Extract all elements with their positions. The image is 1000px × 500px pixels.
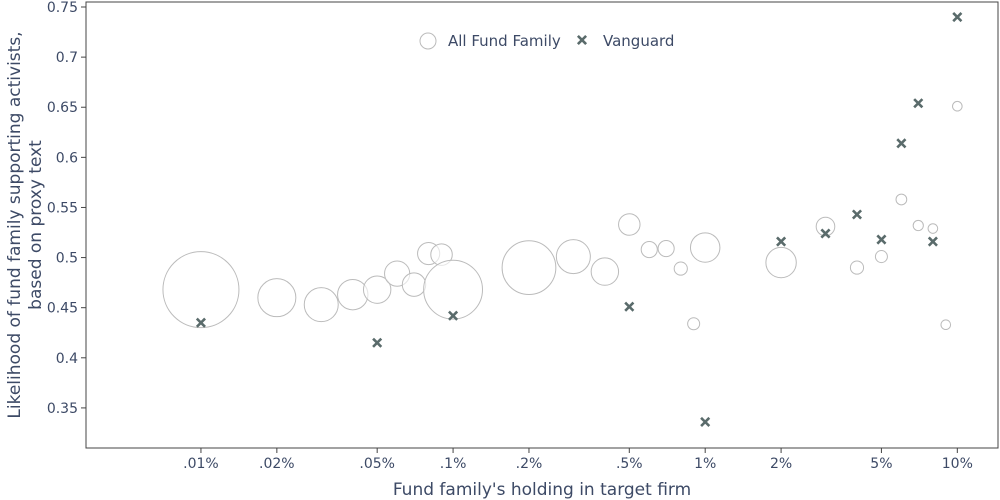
x-tick-label: 10% [942, 456, 973, 472]
all-fund-family-point [912, 219, 924, 232]
all-fund-family-point [874, 250, 888, 264]
x-tick-label: .2% [516, 456, 543, 472]
all-fund-family-point [815, 216, 836, 237]
all-fund-family-point [849, 260, 865, 275]
vanguard-point [952, 11, 963, 23]
x-tick-label: .1% [440, 456, 467, 472]
vanguard-point [913, 98, 924, 109]
y-tick-label: 0.5 [56, 251, 78, 267]
y-tick-label: 0.75 [47, 0, 78, 16]
all-fund-family-point [401, 272, 427, 297]
y-tick-label: 0.7 [56, 50, 78, 66]
x-tick-label: 2% [770, 456, 792, 472]
vanguard-point [776, 236, 787, 247]
all-fund-family-point [765, 246, 797, 279]
vanguard-point [700, 416, 711, 427]
vanguard-point [876, 234, 887, 245]
x-tick-label: .5% [616, 456, 643, 472]
vanguard-point [851, 209, 863, 220]
all-fund-family-point [952, 100, 963, 112]
all-fund-family-point [362, 275, 392, 304]
vanguard-point [896, 138, 907, 149]
vanguard-point [448, 310, 459, 321]
plot-frame [85, 1, 999, 449]
vanguard-point [195, 317, 206, 328]
all-fund-family-point [303, 287, 339, 323]
all-fund-family-point [673, 261, 688, 276]
y-axis-title-line-1: Likelihood of fund family supporting act… [5, 31, 25, 418]
vanguard-point [820, 228, 831, 239]
x-tick-label: .05% [359, 456, 395, 472]
all-fund-family-point [895, 193, 908, 206]
all-fund-family-point [257, 278, 297, 318]
all-fund-family-series [162, 100, 963, 331]
all-fund-family-point [423, 259, 484, 320]
legend-label-vanguard: Vanguard [603, 32, 674, 50]
all-fund-family-point [590, 257, 620, 286]
y-tick-label: 0.4 [56, 351, 78, 367]
all-fund-family-point [640, 240, 658, 259]
all-fund-family-point [940, 319, 952, 331]
vanguard-point [927, 236, 938, 247]
all-fund-family-point [555, 239, 591, 275]
legend: All Fund Family Vanguard [419, 32, 674, 50]
legend-x-marker [576, 34, 588, 46]
y-tick-label: 0.45 [47, 301, 78, 317]
all-fund-family-point [657, 239, 675, 258]
all-fund-family-point [618, 213, 641, 236]
x-axis: .01% .02% .05% .1% .2% .5% 1% 2% 5% 10% [183, 448, 973, 472]
y-axis: 0.35 0.4 0.45 0.5 0.55 0.6 0.65 0.7 0.75 [47, 0, 86, 417]
all-fund-family-point [687, 317, 701, 331]
x-tick-label: .01% [183, 456, 219, 472]
y-axis-title-line-2: based on proxy text [26, 140, 46, 310]
y-tick-label: 0.6 [56, 150, 78, 166]
y-axis-title: Likelihood of fund family supporting act… [5, 31, 46, 418]
all-fund-family-point [337, 278, 369, 311]
all-fund-family-point [689, 232, 721, 263]
x-tick-label: .02% [259, 456, 295, 472]
x-tick-label: 5% [870, 456, 892, 472]
y-tick-label: 0.35 [47, 401, 78, 417]
vanguard-point [624, 301, 635, 312]
y-tick-label: 0.55 [47, 200, 78, 216]
legend-circle-marker [419, 32, 437, 50]
vanguard-series [195, 11, 963, 427]
all-fund-family-point [927, 223, 939, 234]
vanguard-point [372, 337, 383, 348]
y-tick-label: 0.65 [47, 100, 78, 116]
x-axis-title: Fund family's holding in target firm [393, 480, 691, 500]
legend-x-mark [576, 34, 588, 46]
x-tick-label: 1% [694, 456, 716, 472]
all-fund-family-point [501, 240, 557, 295]
all-fund-family-point [162, 251, 240, 329]
legend-label-all-fund-family: All Fund Family [448, 32, 561, 50]
